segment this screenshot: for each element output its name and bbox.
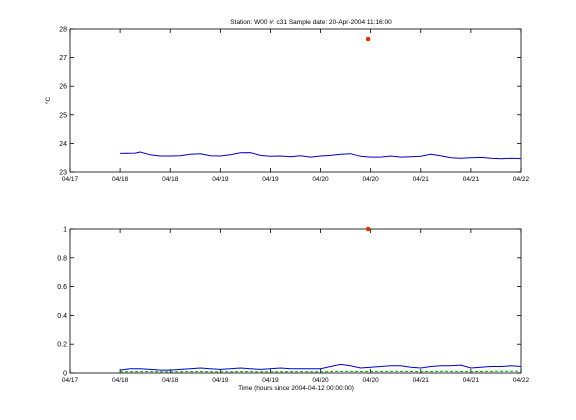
- y-tick-label: 27: [59, 55, 67, 62]
- x-tick-label: 04/20: [312, 176, 329, 183]
- figure-title: Station: W00 #: c31 Sample date: 20-Apr-…: [230, 19, 392, 26]
- x-tick-label: 04/19: [212, 377, 229, 384]
- x-tick-label: 04/19: [262, 377, 279, 384]
- x-tick-label: 04/18: [162, 176, 179, 183]
- y-tick-label: 0.4: [57, 313, 67, 320]
- x-tick-label: 04/19: [262, 176, 279, 183]
- x-axis-label: Time (hours since 2004-04-12 00:00:00): [238, 385, 354, 392]
- outlier-point: [365, 226, 371, 232]
- x-tick-label: 04/20: [363, 176, 380, 183]
- x-tick-label: 04/22: [513, 176, 530, 183]
- y-tick-label: 24: [59, 141, 67, 148]
- y-tick-label: 0.8: [57, 255, 67, 262]
- y-tick-label: 0: [63, 371, 67, 378]
- x-tick-label: 04/18: [112, 176, 129, 183]
- x-tick-label: 04/18: [162, 377, 179, 384]
- x-tick-label: 04/21: [463, 377, 480, 384]
- y-tick-label: 28: [59, 27, 67, 34]
- x-tick-label: 04/17: [62, 377, 79, 384]
- series-line-1: [120, 363, 522, 371]
- x-tick-label: 04/22: [513, 377, 530, 384]
- y-tick-label: 0.6: [57, 284, 67, 291]
- x-tick-label: 04/20: [363, 377, 380, 384]
- x-tick-label: 04/18: [112, 377, 129, 384]
- x-tick-label: 04/21: [463, 176, 480, 183]
- x-tick-label: 04/20: [312, 377, 329, 384]
- plot-frame: [69, 28, 522, 173]
- chart-panel-2: 0 0.2 0.4 0.6 0.8 1 04/17 04/18 04/18 04/19 04/19 0…: [57, 227, 529, 385]
- plot-frame: [69, 228, 522, 374]
- series-line-1: [120, 151, 522, 160]
- x-tick-label: 04/19: [212, 176, 229, 183]
- series-line-2: [120, 370, 521, 373]
- y-tick-label: 25: [59, 112, 67, 119]
- x-tick-label: 04/21: [413, 377, 430, 384]
- y-tick-label: 1: [63, 227, 67, 234]
- chart-panel-1: 23 24 25 26 27 28 04/17 04/18 04/18 04/19 04/19 04/…: [44, 27, 530, 184]
- outlier-point: [365, 36, 371, 42]
- y-tick-label: 0.2: [57, 342, 67, 349]
- y-tick-label: 23: [59, 170, 67, 177]
- x-tick-label: 04/21: [413, 176, 430, 183]
- y-tick-label: 26: [59, 84, 67, 91]
- y-axis-label: °C: [44, 97, 52, 105]
- x-tick-label: 04/17: [62, 176, 79, 183]
